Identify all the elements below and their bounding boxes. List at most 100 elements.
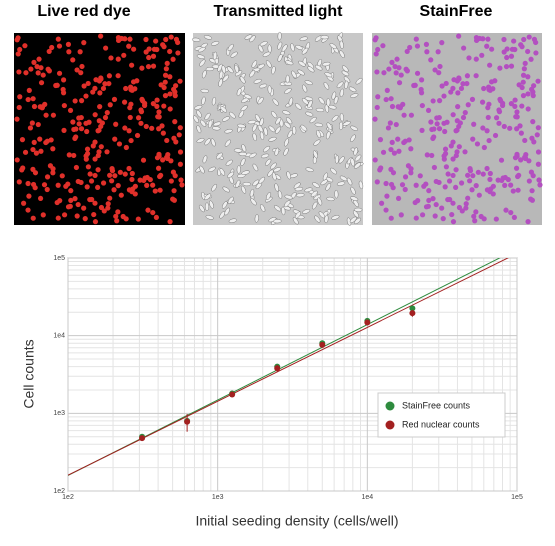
cell — [36, 56, 42, 62]
y-tick-label: 1e5 — [53, 255, 65, 262]
cell — [40, 72, 46, 78]
cell — [393, 121, 399, 128]
cell — [388, 215, 394, 221]
cell — [44, 174, 51, 180]
cell — [262, 51, 271, 57]
cell — [343, 76, 351, 84]
cell — [67, 203, 73, 209]
cell — [484, 165, 490, 172]
cell — [40, 212, 46, 218]
cell — [331, 215, 340, 220]
cell — [424, 152, 430, 158]
cell — [201, 70, 207, 79]
cell — [172, 119, 178, 125]
cell — [467, 178, 473, 184]
cell — [437, 63, 443, 70]
cell — [111, 96, 118, 102]
cell — [481, 144, 487, 151]
cell — [304, 187, 313, 193]
cell — [209, 200, 214, 209]
cell — [25, 207, 31, 213]
cell — [126, 165, 132, 172]
cell — [396, 65, 402, 71]
cell — [508, 182, 514, 188]
cell — [286, 117, 293, 125]
cell — [143, 123, 149, 130]
cell — [496, 107, 502, 113]
cell — [408, 146, 414, 152]
cell — [531, 83, 537, 89]
cell — [285, 74, 290, 84]
cell — [501, 36, 507, 43]
cell — [326, 122, 333, 130]
cell — [462, 149, 468, 155]
cell — [68, 188, 74, 194]
cell — [507, 125, 513, 131]
cell — [200, 88, 209, 93]
cell — [421, 183, 427, 189]
cell — [284, 194, 293, 200]
cell — [395, 195, 402, 202]
cell — [97, 90, 103, 96]
cell — [102, 81, 108, 87]
cell — [100, 180, 107, 186]
cell — [453, 152, 459, 159]
cell — [121, 52, 127, 58]
cell — [26, 193, 32, 199]
cell — [144, 182, 150, 188]
cell — [92, 112, 98, 118]
cell — [334, 155, 340, 164]
cell — [198, 204, 205, 213]
cell — [530, 89, 536, 95]
cell — [404, 68, 410, 74]
cell — [70, 119, 76, 125]
cell — [338, 156, 345, 164]
cell — [430, 98, 436, 104]
cell — [284, 200, 291, 208]
cell — [462, 110, 468, 116]
cell — [305, 167, 314, 172]
cell — [479, 99, 486, 105]
cell — [476, 192, 482, 198]
cell — [473, 73, 479, 79]
cell — [521, 66, 527, 72]
cell — [123, 85, 129, 92]
cell — [239, 76, 246, 84]
cell — [238, 151, 248, 156]
cell — [291, 70, 297, 79]
cell — [161, 44, 167, 50]
cell — [92, 219, 99, 225]
cell — [224, 139, 231, 147]
cell — [204, 112, 211, 121]
cell — [127, 114, 133, 121]
cell — [163, 66, 169, 72]
cell — [455, 104, 461, 110]
cell — [383, 207, 389, 213]
cell — [307, 66, 315, 73]
cell — [508, 209, 514, 216]
cell — [32, 185, 38, 191]
cell — [130, 79, 137, 85]
cell — [419, 102, 425, 109]
cell — [128, 137, 134, 144]
cell — [288, 97, 294, 106]
cell — [179, 182, 185, 188]
cell — [380, 149, 387, 155]
cell — [341, 70, 350, 77]
cell — [95, 167, 101, 173]
cell — [523, 151, 529, 158]
cell — [477, 35, 483, 42]
cell — [156, 151, 162, 157]
panel-title: StainFree — [420, 3, 493, 20]
cell — [268, 217, 277, 223]
cell — [97, 104, 103, 110]
cell — [484, 43, 490, 49]
cell — [389, 139, 395, 146]
cell — [26, 87, 32, 94]
cell — [498, 157, 505, 163]
cell — [433, 201, 439, 208]
cell — [210, 138, 216, 147]
cell — [177, 78, 183, 84]
cell — [249, 189, 255, 198]
cell — [121, 99, 128, 105]
